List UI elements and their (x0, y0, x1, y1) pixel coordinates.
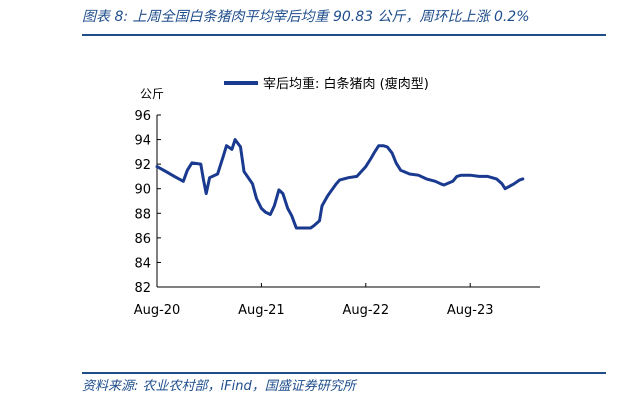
caption-divider (82, 34, 606, 36)
y-tick-label: 84 (134, 256, 151, 271)
x-ticks: Aug-20 Aug-21 Aug-22 Aug-23 (134, 283, 494, 318)
y-tick-label: 88 (134, 207, 151, 222)
y-tick-label: 96 (134, 109, 151, 124)
x-tick-label: Aug-22 (342, 303, 389, 318)
y-ticks: 82 84 86 88 90 92 94 96 (134, 109, 161, 296)
y-tick-label: 82 (134, 281, 151, 296)
y-tick-label: 86 (134, 232, 151, 247)
y-tick-label: 90 (134, 183, 151, 198)
y-axis-unit: 公斤 (140, 87, 164, 101)
source-note: 资料来源: 农业农村部，iFind，国盛证券研究所 (82, 379, 356, 394)
y-tick-label: 94 (134, 134, 151, 149)
x-tick-label: Aug-23 (447, 303, 494, 318)
x-tick-label: Aug-20 (134, 303, 181, 318)
legend: 宰后均重: 白条猪肉 (瘦肉型) (224, 76, 429, 92)
x-tick-label: Aug-21 (238, 303, 285, 318)
figure-caption: 图表 8: 上周全国白条猪肉平均宰后均重 90.83 公斤，周环比上涨 0.2% (82, 9, 530, 25)
y-tick-label: 92 (134, 158, 151, 173)
y-axis: 82 84 86 88 90 92 94 96 公斤 (134, 87, 164, 296)
source-divider (82, 372, 606, 374)
legend-label: 宰后均重: 白条猪肉 (瘦肉型) (263, 76, 429, 92)
x-axis: Aug-20 Aug-21 Aug-22 Aug-23 (134, 283, 540, 318)
series-line (155, 138, 525, 230)
